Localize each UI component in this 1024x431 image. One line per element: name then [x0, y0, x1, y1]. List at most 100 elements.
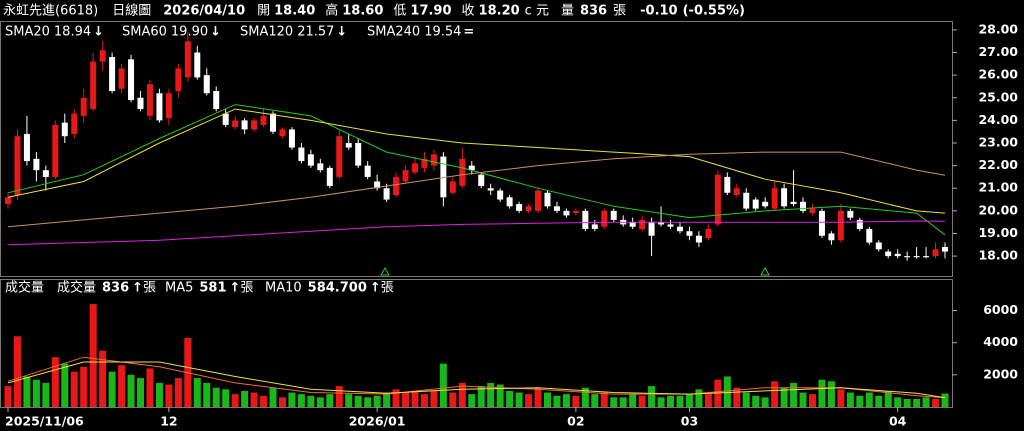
volume-bar	[364, 397, 372, 407]
candle-body	[771, 188, 778, 209]
volume-bar	[827, 381, 835, 407]
candle-body	[118, 68, 125, 89]
candle-body	[440, 156, 447, 198]
volume-bar	[449, 392, 457, 407]
candle-body	[260, 115, 267, 125]
volume-bar	[42, 382, 50, 407]
label: 開	[257, 4, 270, 19]
label: 低	[393, 4, 406, 19]
volume-bar	[354, 395, 362, 407]
candle-body	[326, 167, 333, 186]
candle-body	[885, 251, 892, 257]
candle-body	[752, 199, 759, 209]
candle-body	[591, 224, 598, 229]
volume-bar	[487, 382, 495, 407]
ma-line	[7, 108, 946, 214]
volume-bar	[610, 397, 618, 407]
candle-body	[307, 154, 314, 166]
label: 量	[561, 4, 574, 19]
candle-body	[128, 59, 135, 101]
volume-bar	[846, 392, 854, 407]
candle-body	[298, 147, 305, 162]
volume-bar	[155, 382, 163, 407]
volume-bar	[515, 392, 523, 407]
volume-bar	[373, 395, 381, 407]
candle-body	[232, 120, 239, 128]
volume-bar	[32, 379, 40, 407]
volume-bar	[506, 390, 514, 407]
candle-body	[582, 210, 589, 229]
label: 19.90	[171, 25, 208, 40]
y-tick-label: 24.00	[978, 112, 1018, 127]
ma-line	[7, 361, 946, 399]
volume-bar	[458, 382, 466, 407]
ma-line	[7, 104, 946, 236]
volume-frame	[0, 279, 953, 408]
volume-bar	[733, 387, 741, 407]
candle-body	[213, 90, 220, 110]
label: -0.10	[640, 4, 677, 19]
volume-bar	[316, 397, 324, 407]
candle-body	[156, 93, 163, 121]
candle-body	[203, 75, 210, 94]
volume-bar	[742, 392, 750, 407]
candle-body	[478, 174, 485, 186]
candle-body	[23, 133, 30, 162]
y-tick-label: 18.00	[978, 248, 1018, 263]
candle-body	[90, 61, 97, 110]
signal-marker	[760, 266, 770, 276]
candle-body	[393, 176, 400, 196]
volume-bar	[657, 397, 665, 407]
candle-body	[449, 181, 456, 193]
label: SMA240	[367, 25, 420, 40]
candle-body	[364, 165, 371, 177]
candle-body	[109, 57, 116, 91]
volume-bar	[13, 336, 21, 407]
volume-bar	[856, 395, 864, 407]
candle-body	[42, 170, 49, 177]
candle-body	[563, 210, 570, 216]
y-tick-label: 4000	[983, 334, 1018, 349]
label: 成交量	[57, 280, 96, 296]
label: 18.40	[274, 4, 315, 19]
candle-body	[923, 256, 930, 258]
volume-bar	[146, 368, 154, 407]
volume-bar	[174, 378, 182, 407]
candle-body	[601, 210, 608, 227]
volume-bar	[903, 398, 911, 407]
label: ↑	[132, 281, 143, 296]
candle-body	[894, 253, 901, 257]
volume-bar	[629, 394, 637, 407]
candle-body	[790, 201, 797, 205]
volume-bar	[543, 392, 551, 407]
candle-body	[686, 231, 693, 236]
label: ↓	[336, 25, 347, 40]
label: MA10	[265, 281, 302, 296]
candle-body	[695, 235, 702, 243]
volume-bar	[572, 395, 580, 407]
label: MA5	[165, 281, 193, 296]
label: 張	[613, 4, 626, 19]
candle-body	[714, 174, 721, 225]
label: =	[463, 25, 474, 40]
candle-body	[194, 52, 201, 78]
candle-body	[383, 188, 390, 200]
volume-bar	[913, 398, 921, 407]
volume-bar	[383, 392, 391, 407]
volume-bar	[241, 390, 249, 407]
candle-body	[875, 242, 882, 250]
candle-body	[837, 210, 844, 241]
label: 18.20	[479, 4, 520, 19]
candle-body	[487, 188, 494, 191]
candle-body	[639, 219, 646, 229]
volume-bar	[439, 363, 447, 407]
volume-bar	[875, 395, 883, 407]
volume-bar	[108, 371, 116, 407]
y-tick-label: 21.00	[978, 180, 1018, 195]
label: 21.57	[297, 25, 334, 40]
volume-bar	[411, 390, 419, 407]
x-tick-label: 02	[567, 414, 584, 429]
volume-bar	[581, 387, 589, 407]
candle-body	[251, 120, 258, 130]
volume-bar	[799, 392, 807, 407]
